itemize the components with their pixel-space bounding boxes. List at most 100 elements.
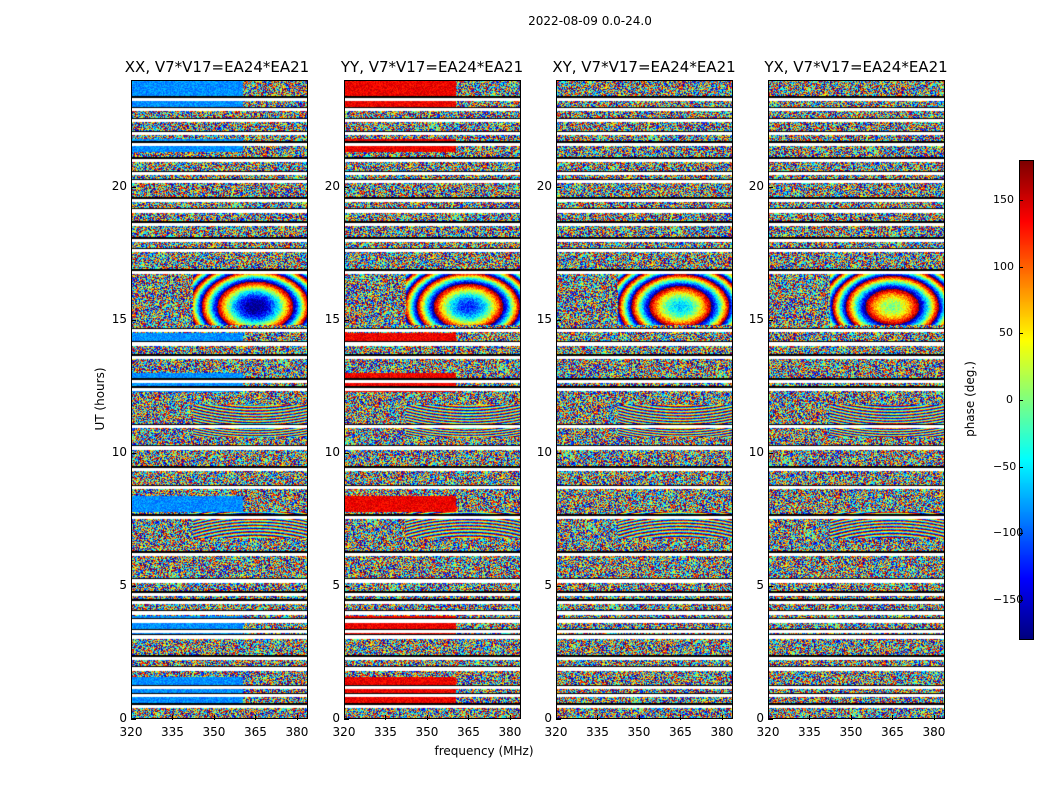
y-tick-0-4 [131, 186, 136, 188]
x-tick-label-0-1: 335 [161, 725, 184, 739]
x-tick-label-0-4: 380 [285, 725, 309, 739]
y-axis-label: UT (hours) [93, 367, 107, 431]
y-tick-label-0-3: 15 [111, 311, 127, 326]
y-tick-1-4 [344, 186, 349, 188]
x-tick-label-1-3: 365 [457, 725, 480, 739]
y-tick-label-3-1: 5 [756, 577, 764, 592]
y-tick-label-1-2: 10 [324, 444, 340, 459]
colorbar-gradient [1020, 161, 1033, 639]
y-tick-2-3 [556, 319, 561, 321]
y-tick-2-4 [556, 186, 561, 188]
x-tick-label-0-0: 320 [119, 725, 143, 739]
y-tick-3-0 [768, 719, 773, 720]
x-tick-label-3-2: 350 [839, 725, 863, 739]
colorbar-tick-label-3: 0 [1006, 393, 1013, 406]
colorbar-tick-0 [1019, 200, 1023, 201]
x-tick-3-4 [933, 715, 935, 720]
y-tick-2-2 [556, 452, 561, 454]
figure-title: 2022-08-09 0.0-24.0 [528, 14, 652, 28]
x-tick-label-3-1: 335 [798, 725, 821, 739]
x-tick-label-3-4: 380 [922, 725, 946, 739]
x-tick-label-1-2: 350 [415, 725, 439, 739]
y-tick-label-1-0: 0 [332, 711, 340, 725]
y-tick-label-2-1: 5 [544, 577, 552, 592]
colorbar-tick-label-0: 150 [993, 193, 1014, 206]
colorbar-tick-6 [1019, 600, 1023, 601]
x-axis-label: frequency (MHz) [434, 744, 534, 758]
x-tick-1-0 [344, 715, 345, 720]
x-tick-label-2-1: 335 [586, 725, 609, 739]
x-tick-0-2 [213, 715, 215, 720]
x-tick-0-1 [172, 715, 174, 720]
colorbar-tick-label-6: −150 [993, 593, 1024, 606]
x-tick-label-2-0: 320 [544, 725, 568, 739]
x-tick-1-3 [468, 715, 470, 720]
y-tick-3-1 [768, 585, 773, 587]
y-tick-label-0-4: 20 [111, 178, 127, 193]
panel-yx [768, 80, 945, 719]
y-tick-label-0-0: 0 [119, 711, 127, 725]
y-tick-0-2 [131, 452, 136, 454]
y-tick-1-0 [344, 719, 349, 720]
y-tick-label-1-4: 20 [324, 178, 340, 193]
y-tick-1-3 [344, 319, 349, 321]
y-tick-2-0 [556, 719, 561, 720]
y-tick-2-1 [556, 585, 561, 587]
y-tick-label-3-3: 15 [748, 311, 764, 326]
panel-xy [556, 80, 733, 719]
y-tick-label-1-3: 15 [324, 311, 340, 326]
heatmap-xy [556, 80, 733, 719]
heatmap-yx [768, 80, 945, 719]
y-tick-label-1-1: 5 [332, 577, 340, 592]
x-tick-0-3 [255, 715, 257, 720]
x-tick-label-0-2: 350 [202, 725, 226, 739]
x-tick-label-1-1: 335 [374, 725, 397, 739]
panel-title-yx: YX, V7*V17=EA24*EA21 [764, 58, 948, 76]
x-tick-0-4 [296, 715, 298, 720]
y-tick-0-1 [131, 585, 136, 587]
panel-title-xx: XX, V7*V17=EA24*EA21 [124, 58, 310, 76]
colorbar-tick-1 [1019, 266, 1023, 268]
y-tick-label-2-0: 0 [544, 711, 552, 725]
x-tick-label-3-3: 365 [881, 725, 904, 739]
colorbar-tick-2 [1019, 333, 1023, 335]
y-tick-1-1 [344, 585, 349, 587]
heatmap-xx [131, 80, 308, 719]
colorbar-tick-3 [1019, 400, 1023, 401]
y-tick-3-2 [768, 452, 773, 454]
colorbar-tick-4 [1019, 466, 1023, 468]
y-tick-label-2-2: 10 [536, 444, 552, 459]
x-tick-1-4 [509, 715, 511, 720]
y-tick-label-2-3: 15 [536, 311, 552, 326]
y-tick-0-0 [131, 719, 136, 720]
x-tick-label-2-2: 350 [627, 725, 651, 739]
y-tick-label-3-4: 20 [748, 178, 764, 193]
y-tick-3-4 [768, 186, 773, 188]
colorbar-tick-5 [1019, 533, 1023, 535]
panel-yy [344, 80, 521, 719]
x-tick-1-1 [385, 715, 387, 720]
y-tick-1-2 [344, 452, 349, 454]
x-tick-label-2-3: 365 [669, 725, 692, 739]
heatmap-yy [344, 80, 521, 719]
x-tick-2-4 [721, 715, 723, 720]
x-tick-1-2 [426, 715, 428, 720]
x-tick-0-0 [131, 715, 132, 720]
panel-title-xy: XY, V7*V17=EA24*EA21 [552, 58, 736, 76]
panel-title-yy: YY, V7*V17=EA24*EA21 [340, 58, 524, 76]
colorbar-tick-label-5: −100 [993, 526, 1024, 540]
x-tick-label-1-4: 380 [498, 725, 522, 739]
x-tick-label-3-0: 320 [756, 725, 780, 739]
x-tick-3-1 [809, 715, 811, 720]
x-tick-2-3 [680, 715, 682, 720]
colorbar-label: phase (deg.) [963, 361, 977, 437]
x-tick-2-2 [638, 715, 640, 720]
y-tick-label-2-4: 20 [536, 178, 552, 193]
y-tick-label-0-1: 5 [119, 577, 127, 592]
y-tick-3-3 [768, 319, 773, 321]
x-tick-3-0 [768, 715, 769, 720]
x-tick-label-1-0: 320 [332, 725, 356, 739]
y-tick-label-0-2: 10 [111, 444, 127, 459]
panel-xx [131, 80, 308, 719]
